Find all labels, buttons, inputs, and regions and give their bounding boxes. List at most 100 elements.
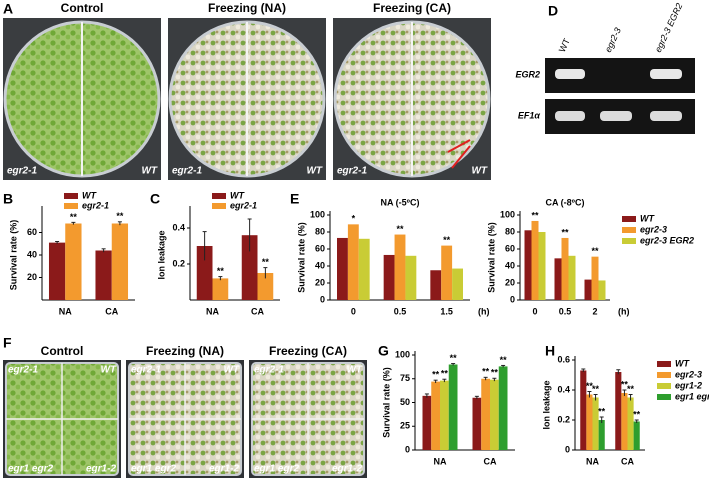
x-tick-label: CA <box>105 306 118 316</box>
panel-label: G <box>378 343 389 359</box>
legend-label: WT <box>640 213 655 223</box>
bar <box>358 238 370 300</box>
legend-swatch <box>622 227 636 233</box>
legend-swatch <box>657 372 671 378</box>
bar <box>448 364 458 450</box>
bar <box>561 237 569 300</box>
bar <box>65 223 82 300</box>
bar <box>241 235 258 300</box>
lane-label: egr2-3 <box>603 26 623 54</box>
legend-swatch <box>657 361 671 367</box>
bar <box>586 394 593 450</box>
gene-label: EGR2 <box>515 69 540 79</box>
panel-label: D <box>548 3 558 19</box>
legend-label: WT <box>230 190 245 200</box>
significance: ** <box>561 227 569 237</box>
x-tick-label: NA <box>434 456 447 466</box>
panel-label: B <box>3 191 13 207</box>
genotype-label: WT <box>306 166 322 177</box>
significance: ** <box>262 257 270 267</box>
bar <box>394 234 406 300</box>
bar <box>481 378 490 450</box>
bar <box>568 255 576 300</box>
panel-label: C <box>150 191 160 207</box>
significance: ** <box>432 370 440 380</box>
bar <box>621 393 628 450</box>
y-axis-label: Survival rate (%) <box>486 222 496 293</box>
significance: ** <box>396 224 404 234</box>
legend-label: egr2-3 EGR2 <box>640 235 694 245</box>
bar <box>554 258 562 300</box>
y-tick-label: 80 <box>505 226 515 236</box>
legend-label: egr1 egr2 <box>675 391 709 401</box>
significance: ** <box>116 211 124 221</box>
y-tick-label: 0 <box>510 294 515 304</box>
bar <box>627 397 634 450</box>
gel-image <box>545 58 695 134</box>
genotype-label: WT <box>141 166 157 177</box>
bar <box>598 420 605 450</box>
y-axis-label: Survival rate (%) <box>8 220 18 291</box>
legend-swatch <box>212 193 226 199</box>
y-tick-label: 100 <box>500 209 515 219</box>
y-tick-label: 20 <box>505 277 515 287</box>
significance: ** <box>592 384 600 394</box>
plate-title: Control <box>61 1 104 15</box>
y-tick-label: 80 <box>315 226 325 236</box>
bar <box>431 381 440 450</box>
y-tick-label: 40 <box>505 260 515 270</box>
legend-label: WT <box>675 358 690 368</box>
x-tick-label: 2 <box>592 306 597 316</box>
lane-label: egr2-3 EGR2 <box>653 2 684 54</box>
x-tick-label: CA <box>251 306 264 316</box>
significance: ** <box>491 368 499 378</box>
x-tick-label: 0.5 <box>559 306 572 316</box>
y-tick-label: 0.2 <box>172 258 185 268</box>
y-axis-label: Ion leakage <box>156 230 166 279</box>
bar <box>212 278 229 300</box>
bar <box>584 279 592 300</box>
genotype-label: egr1 egr2 <box>8 464 53 475</box>
bar <box>405 255 417 300</box>
x-axis-label: (h) <box>478 306 490 316</box>
genotype-label: egr1 egr2 <box>131 464 176 475</box>
bar <box>615 372 622 450</box>
significance: ** <box>450 353 458 363</box>
significance: ** <box>531 210 539 220</box>
panel-label: F <box>3 335 12 351</box>
genotype-label: egr2-1 <box>337 166 367 177</box>
y-tick-label: 25 <box>400 421 410 431</box>
genotype-label: WT <box>223 365 239 376</box>
chart-title: NA (-5ºC) <box>381 197 420 207</box>
y-tick-label: 60 <box>315 243 325 253</box>
plate-title: Freezing (NA) <box>208 1 286 15</box>
arrow <box>451 145 471 169</box>
panel-label: H <box>545 343 555 359</box>
significance: ** <box>482 367 490 377</box>
genotype-label: egr2-1 <box>8 365 38 376</box>
bar <box>111 223 129 300</box>
y-tick-label: 0.4 <box>172 222 185 232</box>
genotype-label: egr1-2 <box>209 464 239 475</box>
bar <box>347 224 359 300</box>
bar <box>490 379 499 450</box>
y-tick-label: 20 <box>315 277 325 287</box>
genotype-label: egr2-1 <box>254 365 284 376</box>
genotype-label: egr1 egr2 <box>254 464 299 475</box>
plate-title: Control <box>41 344 84 358</box>
bar <box>524 230 532 300</box>
y-tick-label: 100 <box>395 349 410 359</box>
lane-label: WT <box>557 36 572 53</box>
y-tick-label: 20 <box>27 272 37 282</box>
significance: * <box>352 214 356 224</box>
legend-swatch <box>212 203 226 209</box>
legend-label: egr2-3 <box>675 369 702 379</box>
legend-label: WT <box>82 190 97 200</box>
legend-label: egr2-3 <box>640 224 667 234</box>
bar <box>538 232 546 300</box>
legend-swatch <box>64 203 78 209</box>
y-axis-label: Survival rate (%) <box>381 367 391 438</box>
significance: ** <box>500 355 508 365</box>
y-tick-label: 75 <box>400 373 410 383</box>
significance: ** <box>586 381 594 391</box>
